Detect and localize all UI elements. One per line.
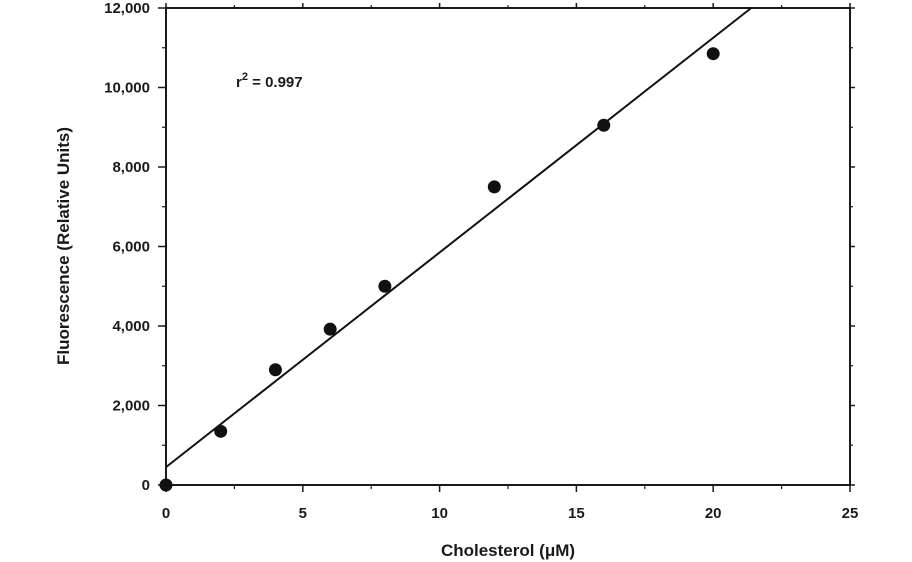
ticks: [158, 3, 855, 492]
x-tick-label: 10: [431, 505, 448, 522]
x-tick-label: 15: [568, 505, 585, 522]
tick-labels: 0 5 10 15 20 25 0 2,000 4,000 6,000 8,000 10,000 12,…: [104, 0, 858, 522]
y-tick-label: 0: [142, 477, 150, 494]
y-tick-label: 2,000: [112, 398, 150, 415]
x-tick-label: 5: [299, 505, 307, 522]
regression-line: [165, 7, 752, 468]
data-point: [706, 47, 720, 61]
y-axis-title: Fluorescence (Relative Units): [54, 127, 73, 365]
y-tick-label: 10,000: [104, 80, 150, 97]
data-point: [487, 180, 501, 194]
data-points: [159, 47, 720, 492]
r-squared-annotation: r2 = 0.997: [236, 71, 303, 91]
data-point: [214, 424, 228, 438]
x-tick-label: 20: [705, 505, 722, 522]
y-tick-label: 6,000: [112, 239, 150, 256]
data-point: [597, 118, 611, 132]
data-point: [159, 478, 173, 492]
data-point: [268, 363, 282, 377]
data-point: [323, 322, 337, 336]
data-point: [378, 279, 392, 293]
y-tick-label: 4,000: [112, 318, 150, 335]
x-tick-label: 25: [842, 505, 859, 522]
y-tick-label: 12,000: [104, 0, 150, 17]
y-tick-label: 8,000: [112, 159, 150, 176]
x-tick-label: 0: [162, 505, 170, 522]
fit-line-group: [165, 7, 752, 468]
x-axis-title: Cholesterol (μM): [441, 541, 575, 560]
